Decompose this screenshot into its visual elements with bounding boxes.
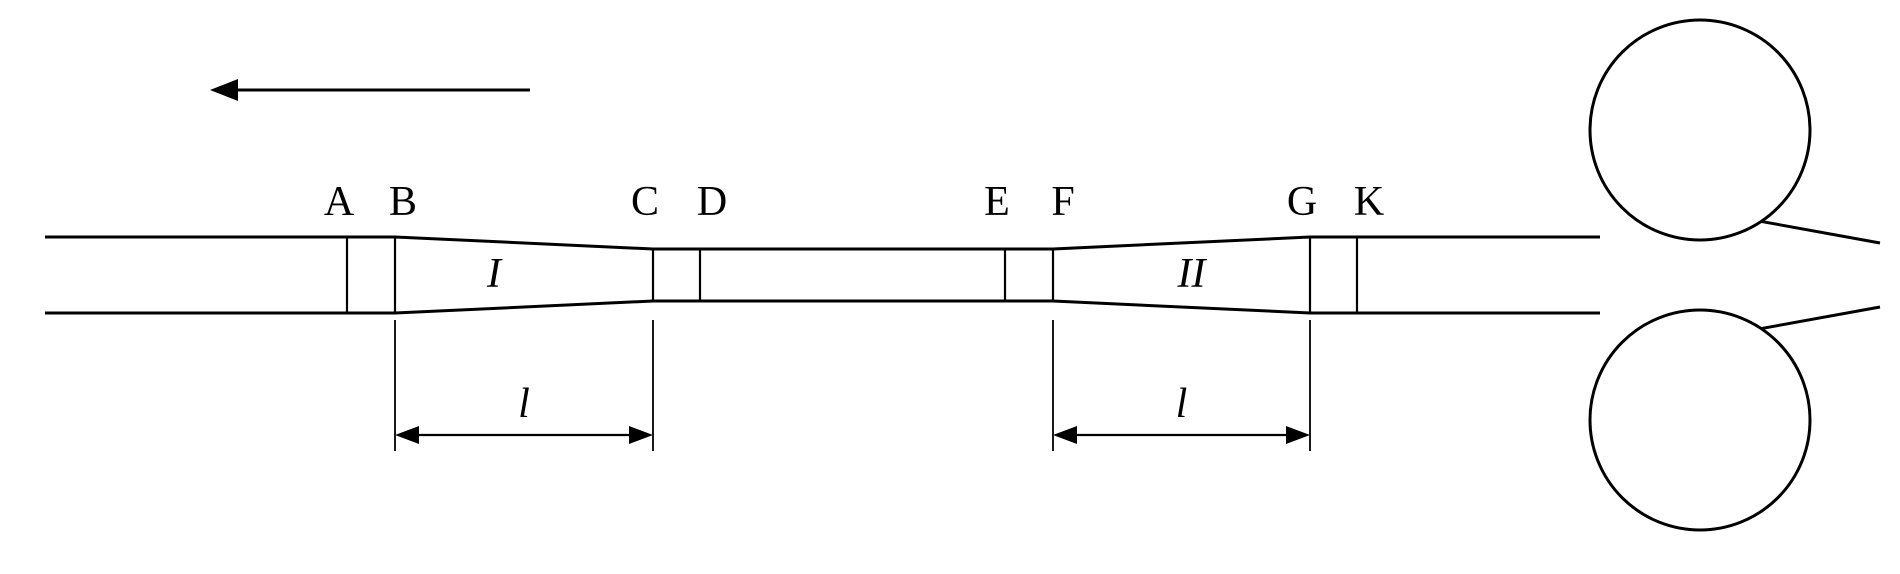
region-label-1: I bbox=[486, 251, 503, 297]
section-label-g: G bbox=[1287, 179, 1317, 225]
section-label-a: A bbox=[324, 179, 355, 225]
section-label-f: F bbox=[1051, 179, 1074, 225]
section-label-b: B bbox=[389, 179, 417, 225]
dimension-label-l-left: l bbox=[518, 381, 530, 427]
section-label-c: C bbox=[631, 179, 659, 225]
region-label-2: II bbox=[1177, 251, 1208, 297]
section-label-k: K bbox=[1354, 179, 1384, 225]
section-label-e: E bbox=[984, 179, 1010, 225]
dimension-label-l-right: l bbox=[1176, 381, 1188, 427]
section-label-d: D bbox=[697, 179, 727, 225]
rolling-diagram: IIIABCDEFGKll bbox=[0, 0, 1900, 574]
